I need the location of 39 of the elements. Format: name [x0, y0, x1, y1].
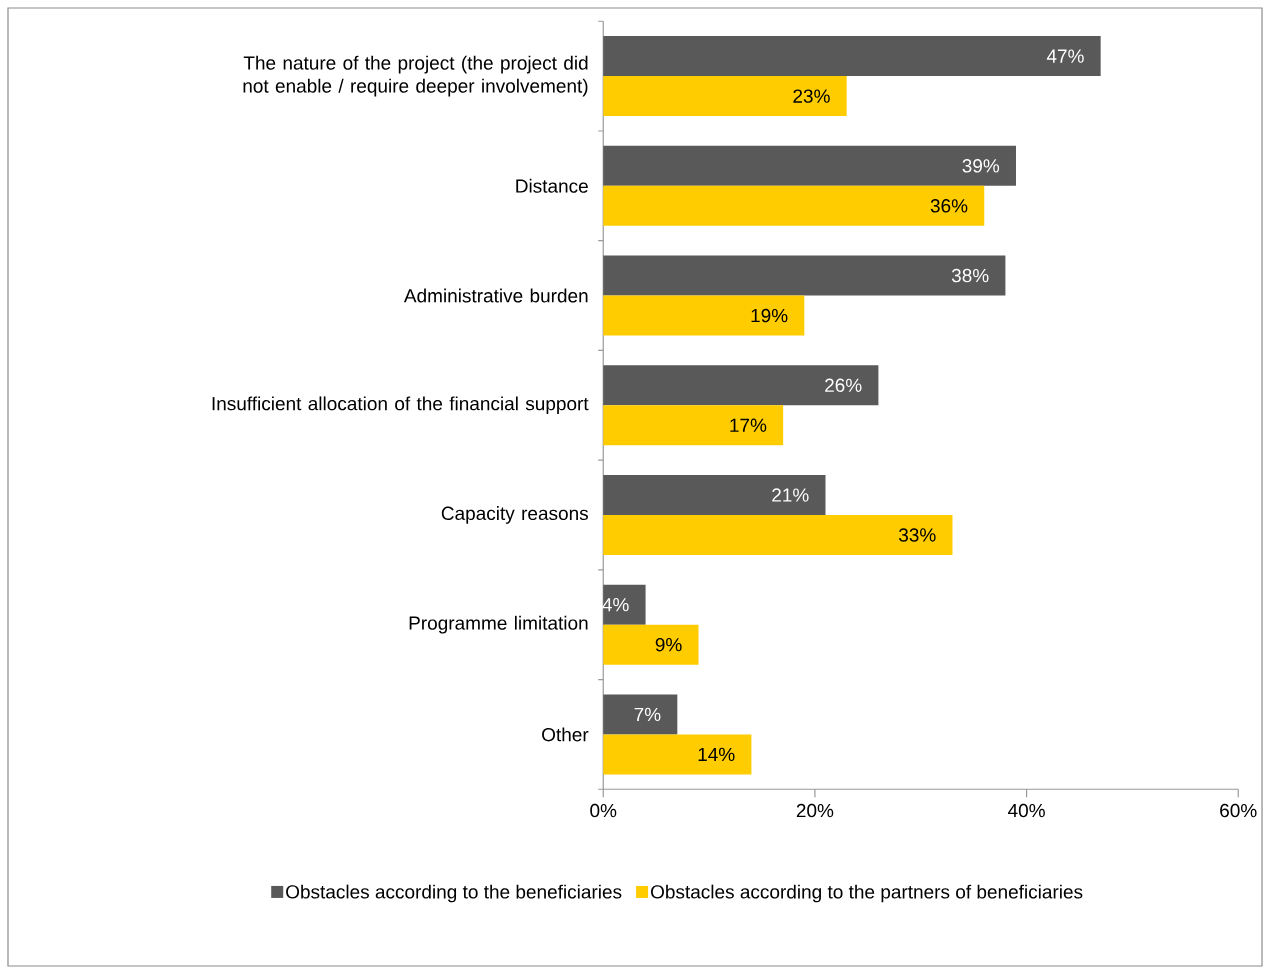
data-label: 33% — [898, 528, 936, 542]
bar — [603, 295, 805, 336]
data-label: 36% — [930, 199, 968, 213]
data-label: 21% — [772, 488, 809, 502]
x-tick-label: 40% — [1008, 803, 1045, 818]
bar — [603, 145, 1016, 186]
bar — [603, 734, 752, 775]
x-tick-label: 0% — [590, 803, 617, 818]
y-tick-label: Programme limitation — [409, 615, 588, 634]
bar — [603, 474, 826, 515]
data-label: 26% — [825, 378, 862, 392]
y-tick-label: Administrative burden — [403, 288, 588, 303]
bar — [603, 694, 678, 735]
data-label: 23% — [793, 89, 830, 103]
bar — [603, 36, 1101, 77]
data-label: 9% — [655, 637, 682, 652]
y-tick-label: Other — [542, 727, 589, 742]
y-tick-label: Insufficient allocation of the financial support — [212, 396, 589, 415]
data-label: 14% — [698, 747, 735, 762]
bar — [603, 365, 879, 406]
legend-label: Obstacles according to the beneficiaries — [286, 884, 622, 903]
data-label: 47% — [1046, 49, 1084, 63]
bar — [603, 255, 1006, 296]
legend-label: Obstacles according to the partners of beneficiaries — [651, 884, 1083, 903]
data-label: 38% — [951, 268, 989, 283]
data-label: 39% — [962, 159, 1000, 173]
data-label: 7% — [634, 707, 661, 722]
x-tick-label: 20% — [796, 803, 834, 818]
y-tick-label: Capacity reasons — [441, 506, 588, 524]
bar — [603, 624, 699, 665]
data-label: 17% — [730, 418, 767, 432]
bar — [603, 185, 985, 226]
y-tick-label: The nature of the project (the project did not enable / require deeper involvement) — [243, 55, 588, 97]
bar — [603, 76, 847, 117]
bar — [603, 514, 953, 555]
bar — [603, 405, 784, 446]
data-label: 19% — [751, 308, 788, 323]
x-tick-label: 60% — [1220, 803, 1257, 818]
y-tick-label: Distance — [516, 178, 588, 193]
